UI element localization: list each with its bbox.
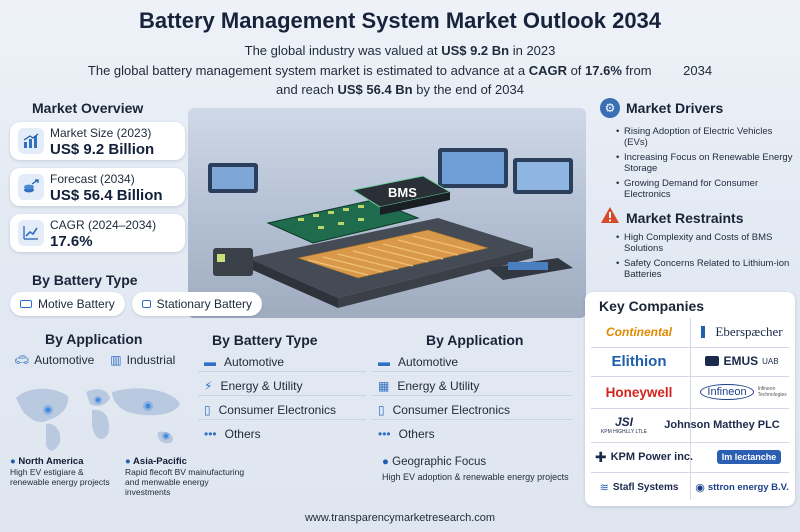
list-item: ••• Others (204, 427, 261, 441)
sttron-mark-icon: ◉ (695, 481, 705, 494)
kpm-mark-icon: ✚ (594, 448, 607, 465)
list-item: ⚡︎ Energy & Utility (198, 376, 366, 396)
battery-icon (142, 300, 151, 308)
application-left-list: 🚗︎ Automotive ▥ Industrial (14, 353, 175, 367)
johnson-matthey-logo: Johnson Matthey PLC (664, 419, 780, 431)
market-overview-title: Market Overview (32, 100, 144, 116)
stafl-systems-logo: ≋ Stafl Systems (599, 481, 679, 494)
footer-url[interactable]: www.transparencymarketresearch.com (304, 512, 496, 524)
battery-type-title-mid: By Battery Type (212, 332, 318, 348)
restraint-item: High Complexity and Costs of BMS Solutio… (616, 232, 794, 254)
forecast-value: US$ 56.4 Billion (50, 187, 163, 204)
bms-chip-label: BMS (388, 185, 417, 200)
car-icon: 🚗︎ (14, 353, 30, 367)
list-item: ••• Others (378, 427, 435, 441)
region-note: High EV estigiare & renewable energy pro… (10, 467, 110, 487)
application-item-automotive: 🚗︎ Automotive (14, 353, 95, 367)
battery-icon (20, 300, 32, 308)
jsi-logo: JSI KPM HIGHLLY LTLE (600, 415, 648, 435)
bms-illustration: BMS (188, 108, 586, 318)
car-icon: ▬ (204, 354, 216, 369)
list-item: ▦ Energy & Utility (372, 376, 572, 396)
region-north-america: ● North America High EV estigiare & rene… (10, 456, 120, 487)
key-companies-title: Key Companies (599, 298, 705, 314)
continental-logo: Continental (606, 325, 672, 339)
subtitle-line-2: The global battery management system mar… (87, 63, 713, 78)
location-pin-icon: ● (125, 456, 131, 467)
subtitle-line-3: and reach US$ 56.4 Bn by the end of 2034 (276, 82, 524, 97)
sttron-energy-logo: ◉ sttron energy B.V. (695, 481, 789, 494)
list-item: ▬ Automotive (198, 352, 366, 372)
market-size-value: US$ 9.2 Billion (50, 141, 155, 158)
phone-icon: ▯ (204, 402, 211, 417)
application-item-industrial: ▥ Industrial (110, 353, 176, 367)
more-icon: ••• (204, 427, 217, 441)
market-drivers-list: Rising Adoption of Electric Vehicles (EV… (616, 126, 794, 204)
grid-icon: ▦ (378, 378, 390, 393)
driver-item: Increasing Focus on Renewable Energy Sto… (616, 152, 794, 174)
emus-mark-icon (705, 356, 720, 366)
geographic-focus: ● Geographic Focus High EV adoption & re… (382, 456, 572, 482)
market-restraints-list: High Complexity and Costs of BMS Solutio… (616, 232, 794, 284)
application-mid-list: ▬ Automotive ▦ Energy & Utility ▯ Consumer … (372, 352, 572, 444)
motive-battery-label: Motive Battery (38, 297, 115, 311)
market-restraints-header: Market Restraints (600, 206, 744, 229)
location-pin-icon: ● (382, 456, 389, 468)
subtitle-line-1: The global industry was valued at US$ 9.… (244, 43, 556, 58)
world-map (8, 378, 188, 458)
forecast-card: Forecast (2034) US$ 56.4 Billion (10, 168, 185, 206)
stationary-battery-label: Stationary Battery (156, 297, 252, 311)
infineon-logo: Infineon Infineon Technologies (691, 378, 793, 406)
cagr-label: CAGR (2024–2034) (50, 218, 157, 232)
list-item: ▯ Consumer Electronics (372, 400, 572, 420)
forecast-label: Forecast (2034) (50, 172, 135, 186)
market-drivers-title: Market Drivers (626, 100, 724, 116)
driver-item: Rising Adoption of Electric Vehicles (EV… (616, 126, 794, 148)
application-title-left: By Application (45, 331, 143, 347)
battery-type-title-top: By Battery Type (32, 272, 138, 288)
factory-icon: ▥ (110, 353, 122, 367)
market-drivers-header: ⚙︎ Market Drivers (600, 98, 723, 118)
driver-item: Growing Demand for Consumer Electronics (616, 178, 794, 200)
battery-cells (296, 229, 490, 279)
car-icon: ▬ (378, 354, 390, 369)
kpm-power-logo: ✚ KPM Power inc. (594, 448, 694, 465)
motive-battery-pill: Motive Battery (10, 292, 125, 316)
location-pin-icon: ● (10, 456, 16, 467)
market-size-card: Market Size (2023) US$ 9.2 Billion (10, 122, 185, 160)
market-size-label: Market Size (2023) (50, 126, 152, 140)
eberspaecher-mark-icon (701, 326, 709, 338)
application-title-mid: By Application (426, 332, 524, 348)
growth-chart-icon (18, 128, 44, 154)
warning-icon (600, 206, 620, 229)
region-note: Rapid flecoft BV mainufacturing and menw… (125, 467, 245, 497)
page-title: Battery Management System Market Outlook… (138, 8, 662, 33)
list-item: ▬ Automotive (372, 352, 572, 372)
list-item: ▯ Consumer Electronics (198, 400, 366, 420)
market-restraints-title: Market Restraints (626, 209, 744, 226)
device-icon: ▯ (378, 402, 385, 417)
key-companies-panel: Key Companies Continental Eberspæcher El… (585, 292, 795, 506)
energy-icon: ⚡︎ (204, 378, 213, 393)
restraint-item: Safety Concerns Related to Lithium-ion B… (616, 258, 794, 280)
coins-icon (18, 174, 44, 200)
lectanche-logo: Im lectanche (705, 444, 793, 470)
cagr-card: CAGR (2024–2034) 17.6% (10, 214, 185, 252)
cagr-value: 17.6% (50, 233, 93, 250)
emus-logo: EMUS UAB (691, 349, 793, 373)
honeywell-logo: Honeywell (605, 384, 673, 400)
trend-chart-icon (18, 220, 44, 246)
geographic-focus-title: Geographic Focus (392, 456, 487, 468)
gear-icon: ⚙︎ (600, 98, 620, 118)
more-icon: ••• (378, 427, 391, 441)
geographic-focus-note: High EV adoption & renewable energy proj… (382, 472, 569, 482)
stafl-mark-icon: ≋ (599, 481, 609, 494)
stationary-battery-pill: Stationary Battery (132, 292, 262, 316)
battery-type-mid-list: ▬ Automotive ⚡︎ Energy & Utility ▯ Consumer… (198, 352, 366, 444)
elithion-logo: Elithion (611, 352, 667, 370)
region-asia-pacific: ● Asia-Pacific Rapid flecoft BV mainufac… (125, 456, 245, 497)
eberspaecher-logo: Eberspæcher (691, 320, 793, 344)
